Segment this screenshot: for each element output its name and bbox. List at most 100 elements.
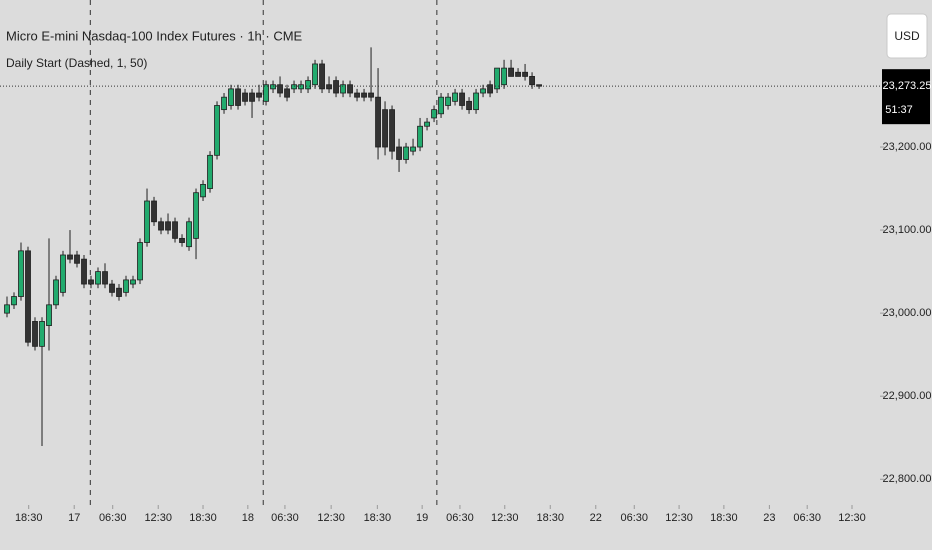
candle-body (536, 84, 542, 87)
x-tick-label: 06:30 (621, 512, 649, 524)
candle-body (438, 96, 444, 115)
candle-body (291, 84, 297, 90)
candle-body (32, 321, 38, 347)
candle-body (508, 67, 514, 77)
candle-body (53, 279, 59, 306)
candle-body (375, 96, 381, 148)
candle-body (298, 84, 304, 90)
candle-body (403, 146, 409, 160)
chart-title: Micro E-mini Nasdaq-100 Index Futures · … (6, 28, 303, 43)
y-tick-label: 22,900.00 (883, 390, 932, 402)
candle-body (424, 121, 430, 127)
candle-body (347, 84, 353, 94)
candle-body (95, 271, 101, 285)
candle-body (522, 71, 528, 77)
candle-body (473, 92, 479, 111)
indicator-label: Daily Start (Dashed, 1, 50) (6, 56, 147, 70)
candle-body (452, 92, 458, 102)
candle-body (249, 92, 255, 102)
candle-body (242, 92, 248, 102)
x-tick-label: 12:30 (144, 512, 172, 524)
candle-body (466, 100, 472, 111)
x-tick-label: 06:30 (793, 512, 821, 524)
candle-body (186, 221, 192, 248)
candle-body (340, 84, 346, 94)
x-tick-label: 17 (68, 512, 80, 524)
currency-label[interactable]: USD (894, 29, 920, 43)
candle-body (116, 287, 122, 297)
last-price-label: 23,273.25 (883, 80, 932, 92)
candle-body (179, 237, 185, 243)
candle-body (18, 250, 24, 297)
y-tick-label: 23,100.00 (883, 224, 932, 236)
x-tick-label: 12:30 (317, 512, 345, 524)
candle-body (228, 88, 234, 106)
candle-body (256, 92, 262, 98)
x-tick-label: 12:30 (491, 512, 519, 524)
candle-body (270, 84, 276, 90)
candle-body (459, 92, 465, 106)
candle-body (123, 279, 129, 293)
x-tick-label: 19 (416, 512, 428, 524)
candle-body (529, 76, 535, 86)
candle-body (494, 67, 500, 90)
currency-button-box[interactable] (886, 13, 928, 59)
candle-body (487, 84, 493, 94)
candle-body (165, 221, 171, 231)
candle-body (319, 63, 325, 90)
candle-body (25, 250, 31, 343)
candle-body (4, 304, 10, 314)
x-tick-label: 18:30 (536, 512, 564, 524)
candle-body (39, 321, 45, 347)
candle-body (480, 88, 486, 94)
x-tick-label: 18:30 (364, 512, 392, 524)
candle-body (67, 254, 73, 260)
currency-button[interactable]: USD (886, 13, 928, 59)
y-tick-label: 23,000.00 (883, 307, 932, 319)
candle-body (263, 84, 269, 102)
candle-body (410, 146, 416, 152)
x-tick-label: 22 (590, 512, 602, 524)
candle-body (137, 242, 143, 281)
candle-body (172, 221, 178, 239)
x-tick-label: 06:30 (271, 512, 299, 524)
candle-body (326, 84, 332, 90)
last-price-box (882, 69, 930, 125)
countdown-label: 51:37 (885, 104, 913, 116)
x-tick-label: 18:30 (189, 512, 217, 524)
candle-body (396, 146, 402, 160)
y-tick-label: 22,800.00 (883, 473, 932, 485)
candle-body (214, 105, 220, 156)
candle-body (158, 221, 164, 231)
candle-body (305, 80, 311, 90)
candle-body (60, 254, 66, 293)
x-tick-label: 12:30 (665, 512, 693, 524)
x-tick-label: 23 (763, 512, 775, 524)
candle-body (354, 92, 360, 98)
candle-body (88, 279, 94, 285)
candle-body (11, 296, 17, 306)
y-tick-label: 23,200.00 (883, 141, 932, 153)
candle-body (501, 67, 507, 86)
candle-body (193, 192, 199, 239)
candle-body (431, 109, 437, 119)
candle-body (207, 154, 213, 189)
x-tick-label: 18:30 (15, 512, 43, 524)
candle-body (417, 125, 423, 148)
x-tick-label: 06:30 (99, 512, 127, 524)
x-tick-label: 18:30 (710, 512, 738, 524)
candle-body (361, 92, 367, 98)
candle-body (102, 271, 108, 285)
x-tick-label: 18 (242, 512, 254, 524)
candle-body (277, 84, 283, 94)
candle-body (284, 88, 290, 98)
candle-body (74, 254, 80, 264)
candle-body (382, 109, 388, 148)
candle-body (515, 71, 521, 77)
candle-body (46, 304, 52, 326)
candle-body (109, 283, 115, 293)
candle-body (221, 96, 227, 111)
candle-body (445, 96, 451, 106)
